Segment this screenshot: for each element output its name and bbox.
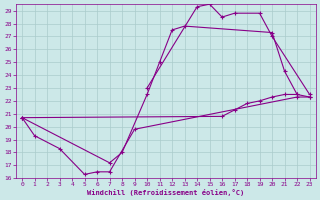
X-axis label: Windchill (Refroidissement éolien,°C): Windchill (Refroidissement éolien,°C): [87, 189, 244, 196]
